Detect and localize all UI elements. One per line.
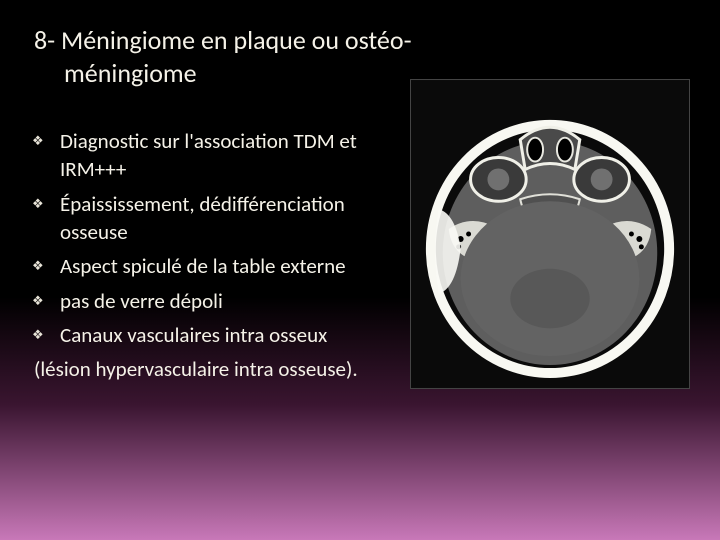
closing-text: (lésion hypervasculaire intra osseuse). [30, 355, 398, 383]
list-item: Épaississement, dédifférenciation osseus… [54, 190, 398, 247]
bullet-list-container: Diagnostic sur l'association TDM et IRM+… [30, 127, 398, 389]
content-area: Diagnostic sur l'association TDM et IRM+… [30, 127, 690, 389]
slide: 8- Méningiome en plaque ou ostéo- méning… [0, 0, 720, 540]
list-item: Diagnostic sur l'association TDM et IRM+… [54, 127, 398, 184]
ct-scan-svg [411, 80, 689, 388]
ct-scan-image [410, 79, 690, 389]
title-line-1: 8- Méningiome en plaque ou ostéo- [34, 24, 412, 56]
list-item: pas de verre dépoli [54, 287, 398, 315]
title-line-2: méningiome [34, 57, 197, 89]
bullet-list: Diagnostic sur l'association TDM et IRM+… [30, 127, 398, 349]
list-item: Canaux vasculaires intra osseux [54, 321, 398, 349]
list-item: Aspect spiculé de la table externe [54, 252, 398, 280]
